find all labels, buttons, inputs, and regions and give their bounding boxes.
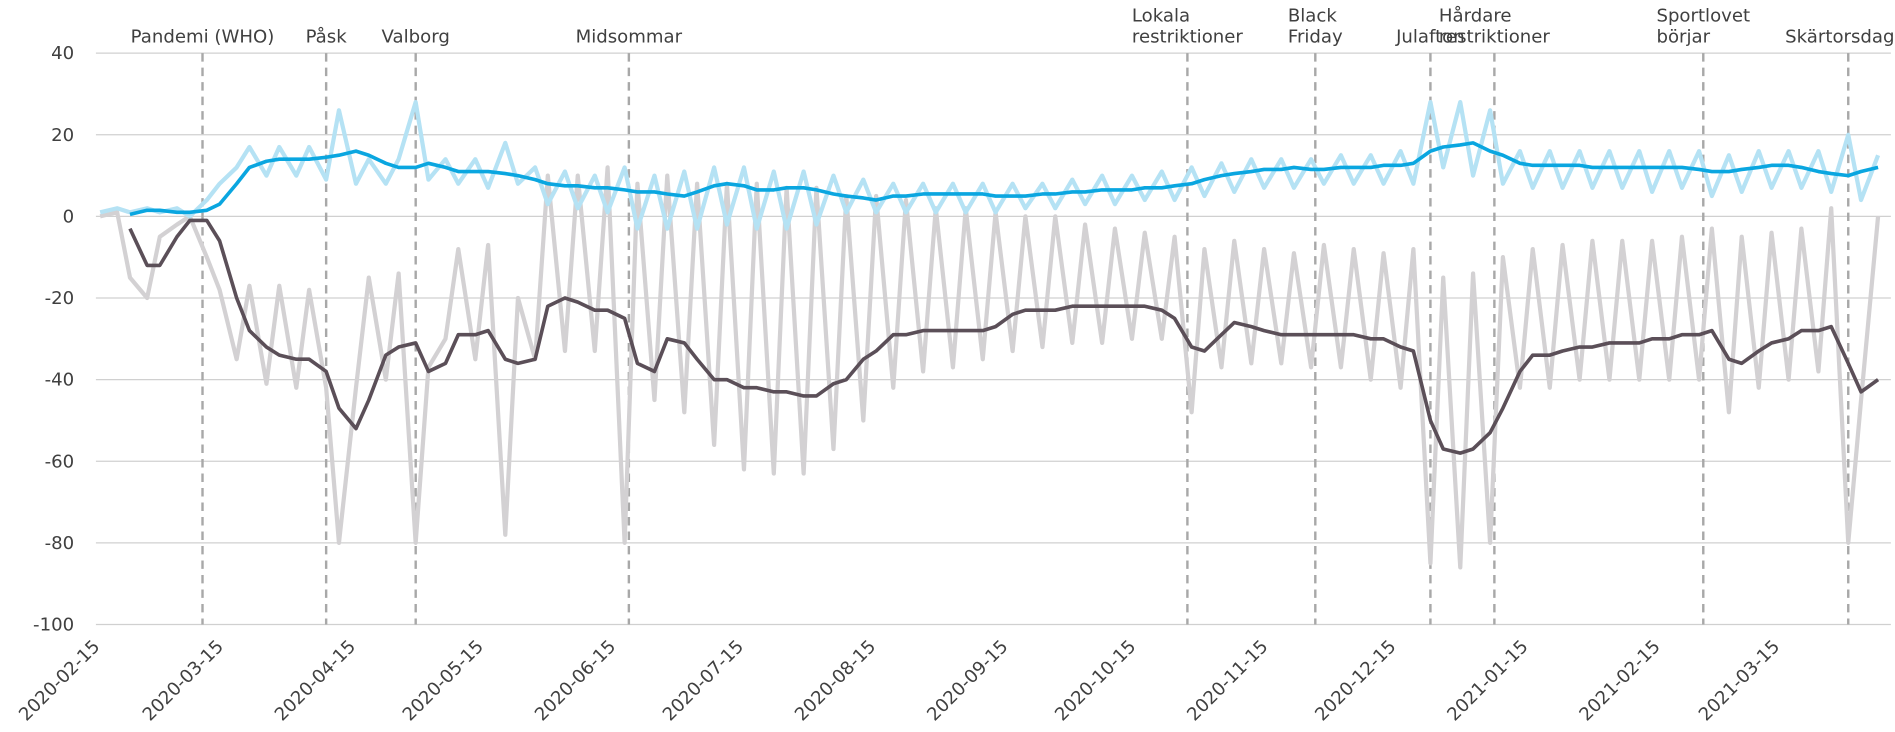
x-tick-label: 2020-04-15	[271, 636, 360, 725]
series	[128, 218, 1880, 455]
y-tick-label: -100	[33, 615, 74, 636]
x-tick-label: 2021-03-15	[1695, 636, 1784, 725]
y-tick-label: -60	[45, 451, 75, 472]
series	[99, 165, 1881, 570]
series	[99, 99, 1881, 231]
event-label: Friday	[1288, 26, 1343, 47]
event-label: Lokala	[1132, 6, 1190, 27]
x-tick-label: 2020-10-15	[1051, 636, 1140, 725]
x-tick-label: 2021-02-15	[1575, 636, 1664, 725]
x-tick-label: 2020-05-15	[399, 636, 488, 725]
series	[129, 141, 1879, 217]
y-tick-label: 40	[51, 43, 74, 64]
x-tick-label: 2020-08-15	[791, 636, 880, 725]
y-tick-label: -40	[45, 370, 75, 391]
x-tick-label: 2021-01-15	[1443, 636, 1532, 725]
event-label: Hårdare	[1439, 6, 1512, 27]
x-tick-label: 2020-12-15	[1311, 636, 1400, 725]
event-label: Sportlovet	[1656, 6, 1750, 27]
line	[99, 99, 1881, 231]
x-tick-label: 2020-11-15	[1183, 636, 1272, 725]
y-tick-label: 0	[63, 206, 75, 227]
line	[129, 141, 1879, 217]
event-label: restriktioner	[1439, 26, 1551, 47]
y-tick-label: -20	[45, 288, 75, 309]
line	[99, 165, 1881, 570]
x-tick-label: 2020-09-15	[923, 636, 1012, 725]
x-tick-label: 2020-07-15	[659, 636, 748, 725]
x-tick-label: 2020-02-15	[15, 636, 104, 725]
y-tick-label: 20	[51, 125, 74, 146]
event-label: Black	[1288, 6, 1338, 27]
event-label: Julafton	[1395, 26, 1465, 47]
event-label: Pandemi (WHO)	[131, 26, 275, 47]
event-label: Midsommar	[576, 26, 683, 47]
event-label: restriktioner	[1132, 26, 1244, 47]
event-label: Valborg	[382, 26, 450, 47]
x-tick-label: 2020-06-15	[531, 636, 620, 725]
event-label: Påsk	[306, 26, 348, 47]
event-label: Skärtorsdag	[1785, 26, 1894, 47]
x-tick-label: 2020-03-15	[139, 636, 228, 725]
line	[128, 218, 1880, 455]
y-tick-label: -80	[45, 533, 75, 554]
event-label: börjar	[1656, 26, 1710, 47]
